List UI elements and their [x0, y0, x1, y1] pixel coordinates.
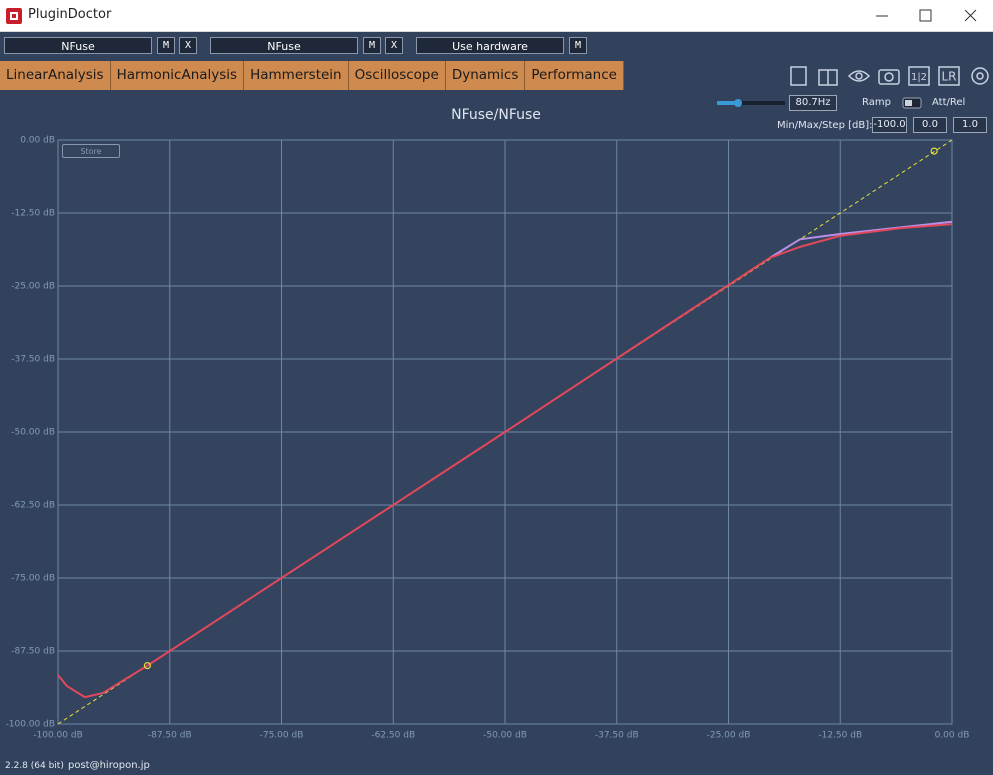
y-tick-label: -87.50 dB: [11, 647, 55, 657]
slot-button[interactable]: M: [157, 37, 175, 54]
window-title: PluginDoctor: [28, 7, 112, 22]
step-field[interactable]: 1.0: [953, 117, 987, 133]
y-tick-label: -37.50 dB: [11, 355, 55, 365]
notes-icon[interactable]: [790, 66, 807, 86]
version: 2.2.8 (64 bit): [5, 761, 64, 771]
min-field[interactable]: -100.0: [872, 117, 907, 133]
chart-title: NFuse/NFuse: [451, 107, 541, 123]
y-tick-label: -100.00 dB: [6, 720, 56, 730]
slot-name[interactable]: NFuse: [210, 37, 358, 54]
title-bar: PluginDoctor: [0, 0, 993, 32]
y-tick-label: 0.00 dB: [20, 136, 55, 146]
att-rel-label: Att/Rel: [932, 97, 966, 108]
slot-button[interactable]: M: [363, 37, 381, 54]
y-tick-label: -62.50 dB: [11, 501, 55, 511]
frequency-field[interactable]: 80.7Hz: [789, 95, 837, 111]
settings-icon[interactable]: [971, 67, 989, 85]
split-button[interactable]: 1|2: [911, 72, 927, 83]
x-tick-label: -75.00 dB: [260, 731, 304, 741]
y-tick-label: -25.00 dB: [11, 282, 55, 292]
x-tick-label: -25.00 dB: [707, 731, 751, 741]
tab[interactable]: Performance: [525, 61, 624, 90]
tab[interactable]: HarmonicAnalysis: [110, 61, 245, 90]
slot-button[interactable]: M: [569, 37, 587, 54]
tab[interactable]: Oscilloscope: [348, 61, 446, 90]
tab-bar: LinearAnalysis HarmonicAnalysis Hammerstei…: [0, 61, 624, 90]
x-tick-label: -37.50 dB: [595, 731, 639, 741]
app-icon: [6, 8, 22, 24]
ramp-label: Ramp: [862, 97, 891, 108]
y-tick-label: -75.00 dB: [11, 574, 55, 584]
series-line: [57, 223, 953, 699]
toolbar-icons: 1|2 LR: [790, 66, 989, 86]
tab[interactable]: Dynamics: [445, 61, 526, 90]
max-field[interactable]: 0.0: [913, 117, 947, 133]
camera-icon[interactable]: [878, 69, 900, 85]
tab[interactable]: LinearAnalysis: [0, 61, 111, 90]
y-tick-label: -12.50 dB: [11, 209, 55, 219]
window-controls[interactable]: [870, 6, 985, 26]
x-tick-label: 0.00 dB: [935, 731, 970, 741]
channel-button[interactable]: LR: [941, 70, 956, 84]
store-button[interactable]: Store: [62, 144, 120, 158]
att-rel-toggle[interactable]: [902, 97, 922, 109]
tab[interactable]: Hammerstein: [244, 61, 349, 90]
marker: [143, 661, 151, 670]
slot-name[interactable]: Use hardware: [416, 37, 564, 54]
x-tick-label: -87.50 dB: [148, 731, 192, 741]
x-tick-label: -100.00 dB: [33, 731, 83, 741]
x-tick-label: -12.50 dB: [818, 731, 862, 741]
marker: [930, 147, 938, 155]
view-icon[interactable]: [847, 70, 871, 82]
manual-icon[interactable]: [818, 69, 838, 86]
y-tick-label: -50.00 dB: [11, 428, 55, 438]
slot-button[interactable]: X: [179, 37, 197, 54]
min-max-step-label: Min/Max/Step [dB]:: [777, 120, 873, 131]
slot-name[interactable]: NFuse: [4, 37, 152, 54]
x-tick-label: -50.00 dB: [483, 731, 527, 741]
x-tick-label: -62.50 dB: [371, 731, 415, 741]
contact: post@hiropon.jp: [68, 760, 150, 771]
slot-button[interactable]: X: [385, 37, 403, 54]
frequency-slider[interactable]: [715, 97, 787, 109]
